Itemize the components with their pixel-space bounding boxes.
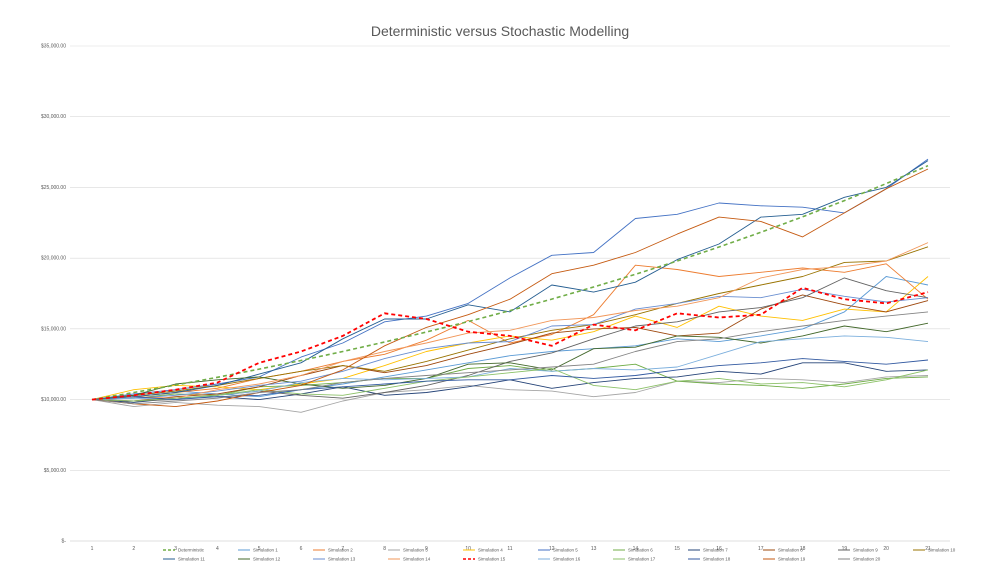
x-tick-label: 15 bbox=[674, 546, 680, 552]
x-tick-label: 5 bbox=[258, 546, 261, 552]
legend-label: Simulation 18 bbox=[703, 557, 731, 562]
legend-item: Simulation 20 bbox=[838, 557, 881, 562]
legend-item: Simulation 13 bbox=[313, 557, 356, 562]
x-tick-label: 20 bbox=[883, 546, 889, 552]
y-tick-label: $15,000.00 bbox=[41, 326, 66, 332]
series-line-simulation-19 bbox=[91, 168, 929, 408]
series-line-simulation-8 bbox=[91, 294, 929, 402]
x-tick-label: 13 bbox=[591, 546, 597, 552]
legend-item: Simulation 14 bbox=[388, 557, 431, 562]
x-tick-label: 14 bbox=[633, 546, 639, 552]
legend-item: Simulation 16 bbox=[538, 557, 581, 562]
series-line-simulation-13 bbox=[91, 288, 929, 401]
legend-label: Simulation 4 bbox=[478, 548, 503, 553]
series-line-simulation-16 bbox=[91, 335, 929, 401]
legend-item: Simulation 9 bbox=[838, 548, 878, 553]
series-line-simulation-17 bbox=[91, 368, 929, 402]
legend-label: Simulation 17 bbox=[628, 557, 656, 562]
legend-item: Simulation 5 bbox=[538, 548, 578, 553]
legend-label: Simulation 8 bbox=[778, 548, 803, 553]
data-series bbox=[91, 158, 929, 413]
legend: Deterministic Simulation 1 Simulation 2 Sim… bbox=[163, 548, 956, 562]
y-tick-label: $30,000.00 bbox=[41, 114, 66, 120]
legend-label: Simulation 19 bbox=[778, 557, 806, 562]
series-line-simulation-1 bbox=[91, 276, 929, 401]
legend-label: Simulation 3 bbox=[403, 548, 428, 553]
x-tick-label: 4 bbox=[216, 546, 219, 552]
legend-item: Simulation 8 bbox=[763, 548, 803, 553]
x-tick-label: 7 bbox=[341, 546, 344, 552]
gridlines bbox=[70, 45, 950, 542]
legend-item: Simulation 2 bbox=[313, 548, 353, 553]
series-line-deterministic bbox=[91, 164, 929, 401]
x-tick-label: 19 bbox=[842, 546, 848, 552]
x-tick-label: 6 bbox=[300, 546, 303, 552]
legend-label: Simulation 13 bbox=[328, 557, 356, 562]
legend-label: Simulation 1 bbox=[253, 548, 278, 553]
x-axis-ticks: 1 2 3 4 5 6 7 8 9 10 11 12 13 14 15 16 17 18 19 20 21 bbox=[91, 546, 931, 552]
x-tick-label: 18 bbox=[800, 546, 806, 552]
legend-item: Simulation 11 bbox=[163, 557, 205, 562]
legend-label: Simulation 12 bbox=[253, 557, 281, 562]
legend-label: Deterministic bbox=[178, 548, 205, 553]
y-tick-label: $25,000.00 bbox=[41, 185, 66, 191]
x-tick-label: 12 bbox=[549, 546, 555, 552]
legend-label: Simulation 11 bbox=[178, 557, 205, 562]
x-tick-label: 10 bbox=[465, 546, 471, 552]
legend-item: Simulation 15 bbox=[463, 557, 506, 562]
series-line-simulation-5 bbox=[91, 158, 929, 401]
legend-item: Simulation 1 bbox=[238, 548, 278, 553]
legend-item: Simulation 3 bbox=[388, 548, 428, 553]
series-line-simulation-12 bbox=[91, 322, 929, 401]
legend-label: Simulation 20 bbox=[853, 557, 881, 562]
legend-item: Simulation 18 bbox=[688, 557, 731, 562]
legend-label: Simulation 6 bbox=[628, 548, 653, 553]
series-line-simulation-3 bbox=[91, 375, 929, 413]
y-tick-label: $- bbox=[62, 539, 67, 545]
y-axis-ticks: $- $5,000.00 $10,000.00 $15,000.00 $20,000.0… bbox=[41, 44, 66, 545]
y-tick-label: $5,000.00 bbox=[44, 468, 66, 474]
x-tick-label: 8 bbox=[383, 546, 386, 552]
x-tick-label: 3 bbox=[174, 546, 177, 552]
series-line-simulation-6 bbox=[91, 363, 929, 401]
legend-item: Deterministic bbox=[163, 548, 205, 553]
y-tick-label: $20,000.00 bbox=[41, 256, 66, 262]
series-line-simulation-15 bbox=[91, 286, 929, 401]
x-tick-label: 17 bbox=[758, 546, 764, 552]
legend-label: Simulation 7 bbox=[703, 548, 728, 553]
legend-label: Simulation 14 bbox=[403, 557, 431, 562]
legend-item: Simulation 19 bbox=[763, 557, 806, 562]
series-line-simulation-14 bbox=[91, 242, 929, 401]
x-tick-label: 16 bbox=[716, 546, 722, 552]
legend-label: Simulation 9 bbox=[853, 548, 878, 553]
legend-item: Simulation 7 bbox=[688, 548, 728, 553]
legend-item: Simulation 6 bbox=[613, 548, 653, 553]
legend-item: Simulation 10 bbox=[913, 548, 956, 553]
x-tick-label: 9 bbox=[425, 546, 428, 552]
series-line-simulation-11 bbox=[91, 160, 929, 401]
legend-item: Simulation 4 bbox=[463, 548, 503, 553]
legend-label: Simulation 2 bbox=[328, 548, 353, 553]
legend-item: Simulation 17 bbox=[613, 557, 656, 562]
y-tick-label: $35,000.00 bbox=[41, 44, 66, 50]
series-line-simulation-20 bbox=[91, 311, 929, 405]
legend-label: Simulation 5 bbox=[553, 548, 578, 553]
x-tick-label: 21 bbox=[925, 546, 931, 552]
series-line-simulation-2 bbox=[91, 263, 929, 401]
y-tick-label: $10,000.00 bbox=[41, 397, 66, 403]
legend-label: Simulation 15 bbox=[478, 557, 506, 562]
x-tick-label: 2 bbox=[132, 546, 135, 552]
legend-label: Simulation 10 bbox=[928, 548, 956, 553]
chart-title: Deterministic versus Stochastic Modellin… bbox=[371, 23, 629, 39]
legend-item: Simulation 12 bbox=[238, 557, 281, 562]
series-line-simulation-10 bbox=[91, 246, 929, 401]
x-tick-label: 11 bbox=[507, 546, 512, 552]
x-tick-label: 1 bbox=[91, 546, 94, 552]
legend-label: Simulation 16 bbox=[553, 557, 581, 562]
